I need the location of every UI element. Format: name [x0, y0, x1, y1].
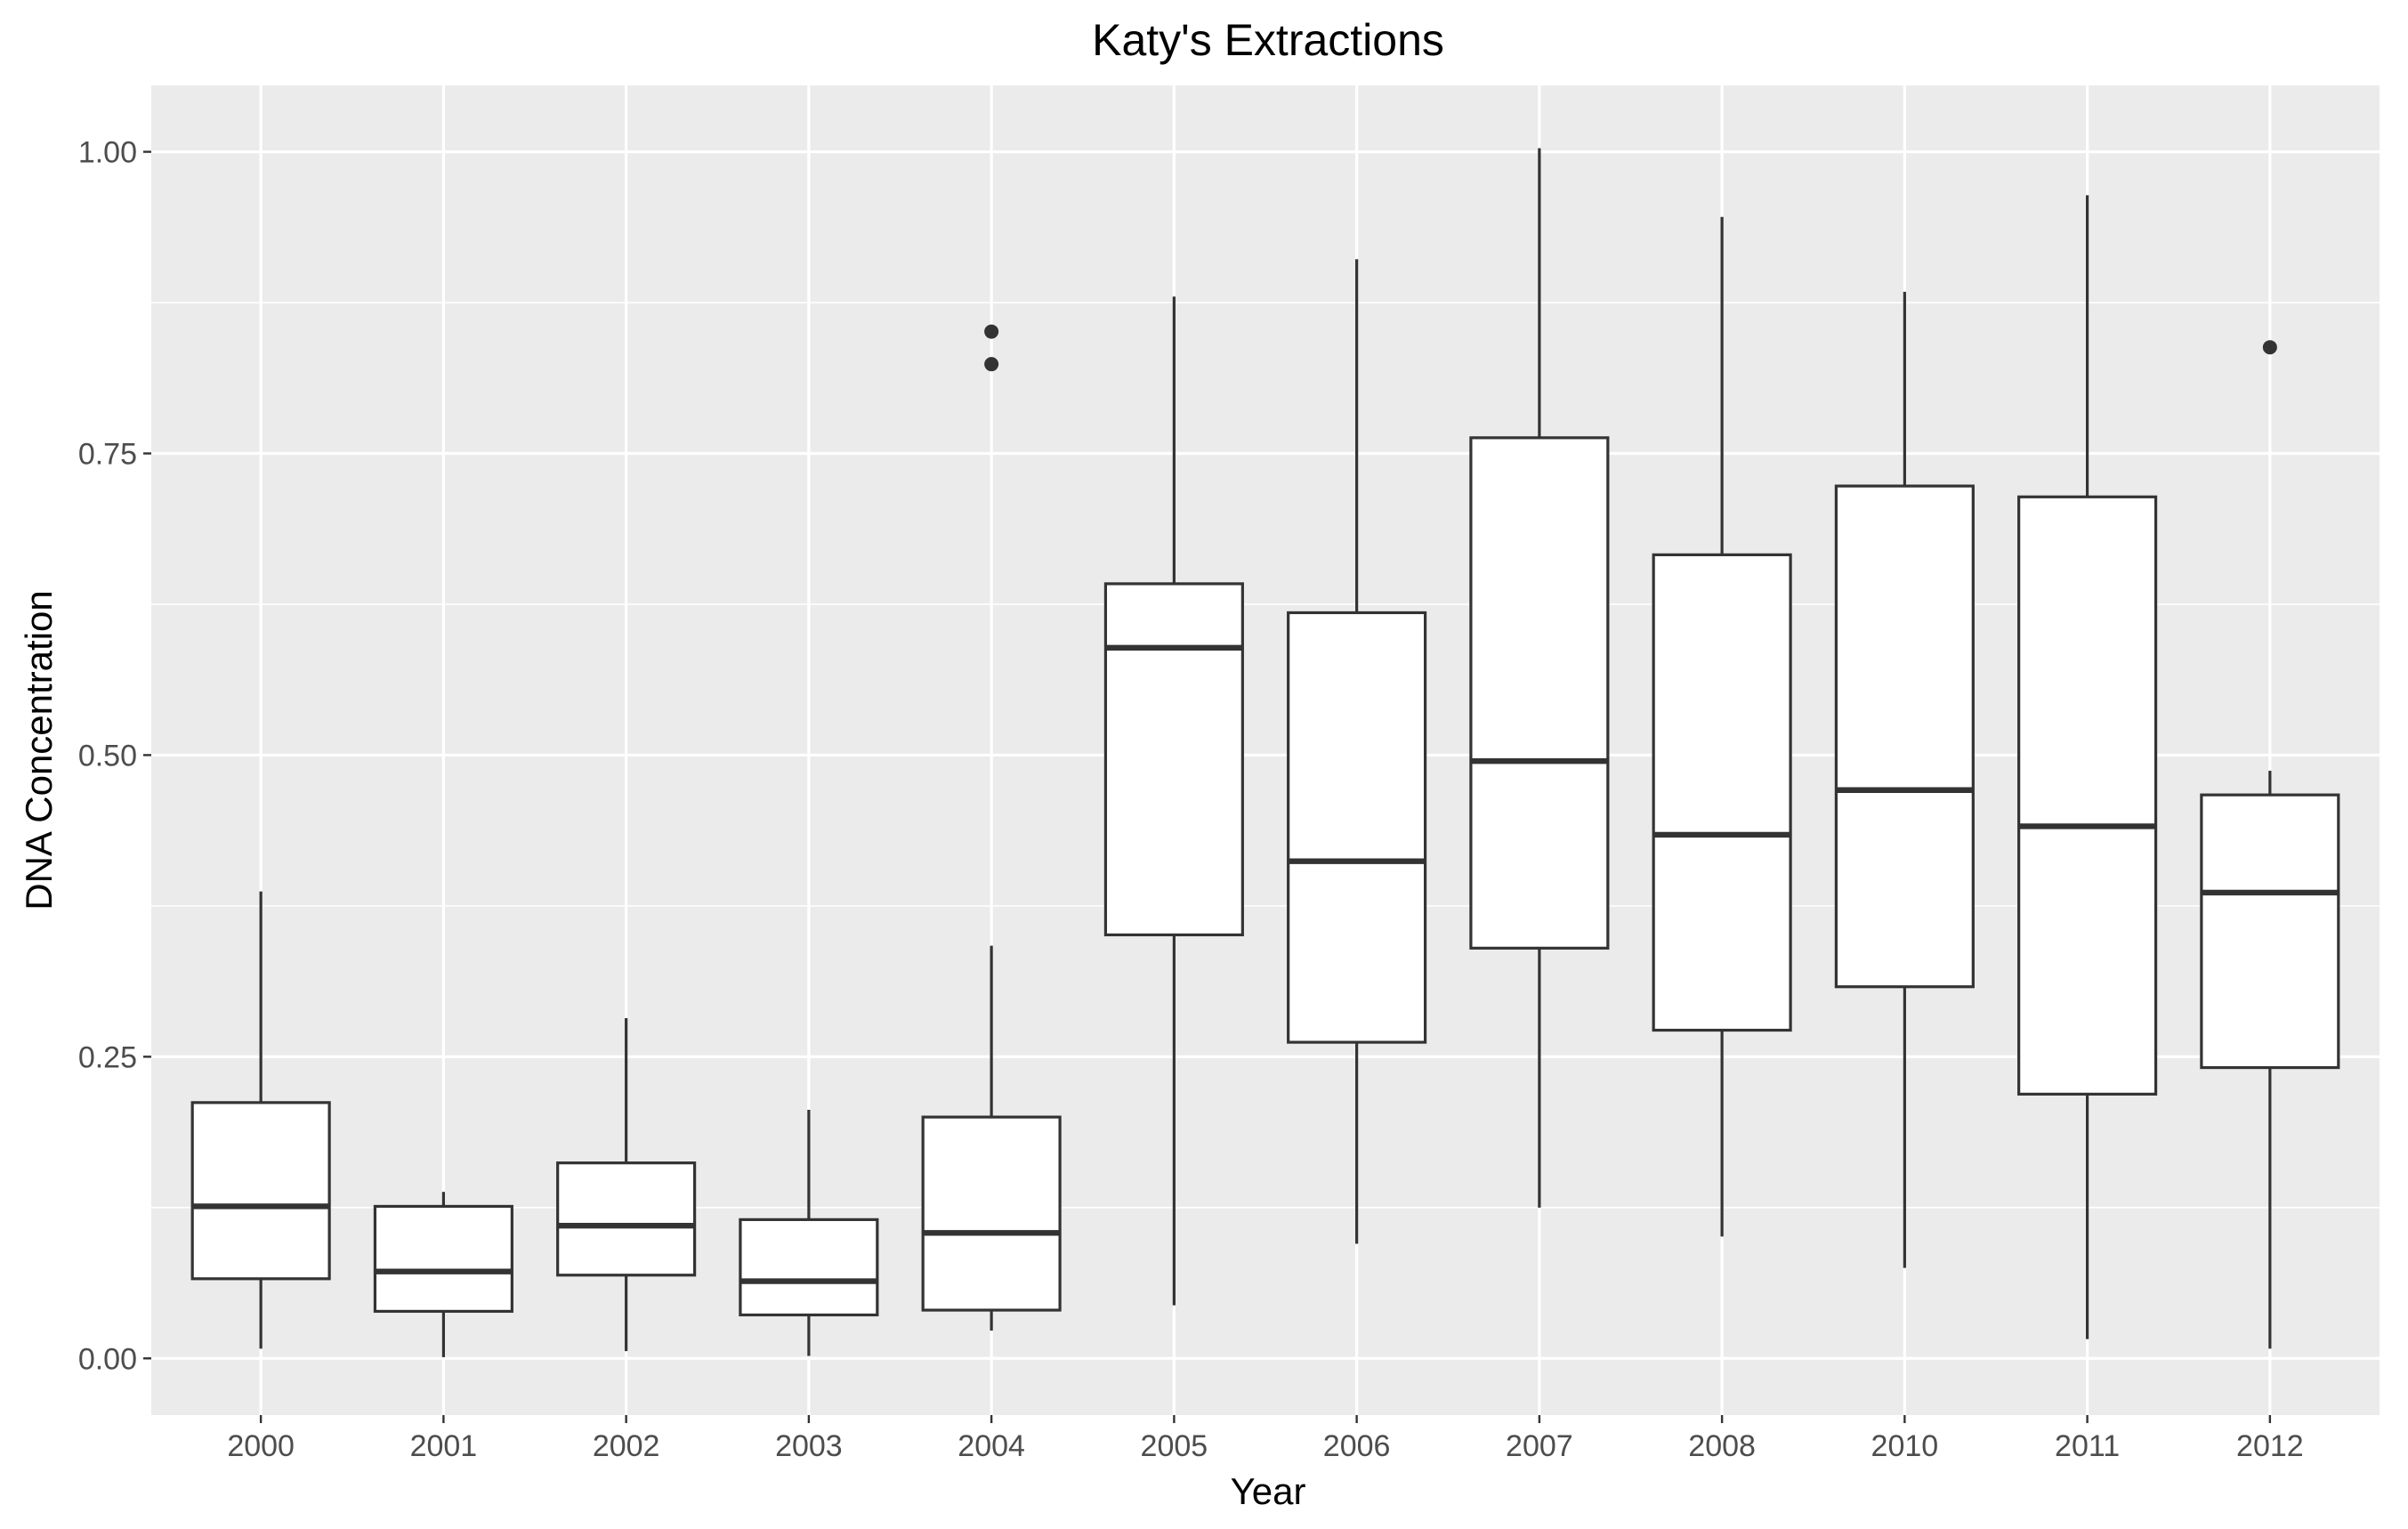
x-tick-label: 2005	[1141, 1429, 1208, 1463]
x-tick-label: 2000	[227, 1429, 295, 1463]
box-iqr	[921, 1115, 1062, 1312]
box-iqr	[1469, 436, 1610, 950]
y-tick-label: 0.25	[78, 1040, 137, 1074]
box-iqr	[190, 1101, 331, 1281]
box-iqr	[1103, 582, 1244, 937]
plot-panel	[151, 85, 2380, 1415]
x-tick-label: 2012	[2236, 1429, 2304, 1463]
outlier-point	[984, 324, 999, 339]
box-iqr	[2017, 495, 2158, 1096]
box-2010	[1834, 291, 1975, 1268]
x-axis-title: Year	[1231, 1470, 1306, 1512]
x-tick-label: 2008	[1688, 1429, 1756, 1463]
box-2011	[2017, 195, 2158, 1339]
x-axis: 2000 2001 2002 2003 2004 2005 2006 2007 2008 2010…	[227, 1415, 2304, 1463]
x-tick-label: 2001	[410, 1429, 478, 1463]
box-2000	[190, 891, 331, 1349]
x-tick-label: 2011	[2055, 1429, 2120, 1463]
y-tick-label: 0.50	[78, 739, 137, 773]
box-2002	[556, 1017, 697, 1352]
box-iqr	[739, 1218, 879, 1317]
box-iqr	[556, 1161, 697, 1277]
x-tick-label: 2010	[1871, 1429, 1939, 1463]
x-tick-label: 2003	[775, 1429, 843, 1463]
boxes	[190, 148, 2340, 1357]
chart-title: Katy's Extractions	[1092, 15, 1444, 65]
y-tick-label: 0.75	[78, 437, 137, 471]
y-tick-label: 1.00	[78, 136, 137, 170]
box-iqr	[1287, 611, 1427, 1044]
x-tick-label: 2006	[1323, 1429, 1391, 1463]
y-axis-title: DNA Concentration	[18, 590, 60, 910]
outlier-point	[984, 357, 999, 372]
box-2012	[2200, 340, 2340, 1349]
box-2007	[1469, 148, 1610, 1208]
box-iqr	[1834, 484, 1975, 989]
outlier-point	[2262, 340, 2277, 355]
box-2008	[1652, 216, 1792, 1237]
y-tick-label: 0.00	[78, 1342, 137, 1376]
box-iqr	[2200, 793, 2340, 1070]
x-tick-label: 2002	[593, 1429, 660, 1463]
box-iqr	[1652, 553, 1792, 1032]
box-2005	[1103, 296, 1244, 1306]
box-2004	[921, 324, 1062, 1331]
box-iqr	[373, 1204, 513, 1314]
box-2003	[739, 1110, 879, 1356]
x-tick-label: 2007	[1506, 1429, 1573, 1463]
x-tick-label: 2004	[958, 1429, 1025, 1463]
box-2001	[373, 1192, 513, 1357]
y-axis: 0.00 0.25 0.50 0.75 1.00	[78, 136, 151, 1376]
box-2006	[1287, 259, 1427, 1244]
